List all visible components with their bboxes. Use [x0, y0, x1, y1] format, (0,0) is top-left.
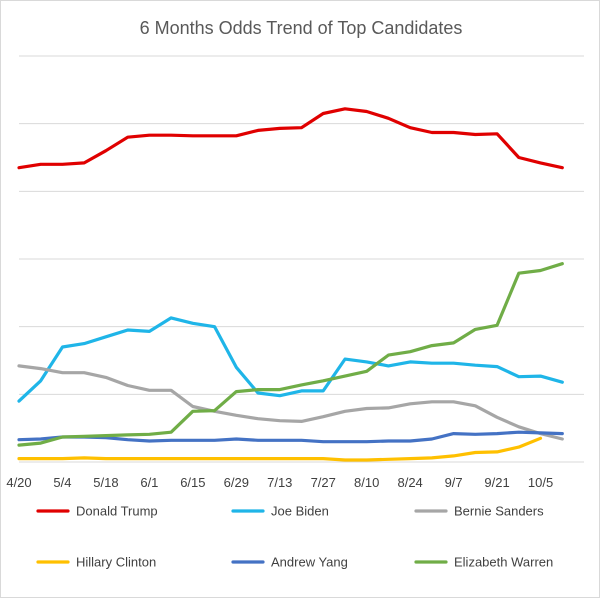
legend-label: Bernie Sanders	[454, 504, 544, 519]
series-line-hillary-clinton	[17, 436, 543, 462]
legend-label: Hillary Clinton	[76, 555, 156, 570]
x-tick-label: 8/10	[354, 475, 379, 490]
legend-item-andrew-yang: Andrew Yang	[231, 555, 348, 570]
series-line-andrew-yang	[17, 430, 564, 444]
x-tick-label: 6/1	[140, 475, 158, 490]
x-tick-label: 10/5	[528, 475, 553, 490]
legend-item-elizabeth-warren: Elizabeth Warren	[414, 555, 553, 570]
legend: Donald Trump Joe Biden Bernie Sanders Hilla…	[36, 504, 553, 570]
x-tick-label: 5/18	[93, 475, 118, 490]
x-tick-label: 6/15	[180, 475, 205, 490]
legend-label: Andrew Yang	[271, 555, 348, 570]
legend-item-bernie-sanders: Bernie Sanders	[414, 504, 544, 519]
x-tick-label: 4/20	[6, 475, 31, 490]
x-tick-label: 6/29	[224, 475, 249, 490]
x-tick-label: 7/27	[311, 475, 336, 490]
series-line-donald-trump	[17, 107, 564, 170]
series-line-joe-biden	[17, 316, 564, 403]
x-tick-label: 7/13	[267, 475, 292, 490]
x-tick-label: 9/7	[445, 475, 463, 490]
series-line-elizabeth-warren	[17, 262, 564, 447]
series-lines	[17, 107, 564, 462]
chart-title: 6 Months Odds Trend of Top Candidates	[140, 18, 463, 38]
legend-item-joe-biden: Joe Biden	[231, 504, 329, 519]
series-line-bernie-sanders	[17, 364, 564, 441]
x-tick-label: 5/4	[53, 475, 71, 490]
legend-item-donald-trump: Donald Trump	[36, 504, 158, 519]
x-tick-label: 8/24	[397, 475, 422, 490]
legend-label: Joe Biden	[271, 504, 329, 519]
legend-item-hillary-clinton: Hillary Clinton	[36, 555, 156, 570]
x-axis: 4/20 5/4 5/18 6/1 6/15 6/29 7/13 7/27 8/10 8/24 9/…	[6, 461, 584, 490]
legend-label: Elizabeth Warren	[454, 555, 553, 570]
legend-label: Donald Trump	[76, 504, 158, 519]
x-tick-label: 9/21	[484, 475, 509, 490]
gridlines	[19, 55, 584, 395]
